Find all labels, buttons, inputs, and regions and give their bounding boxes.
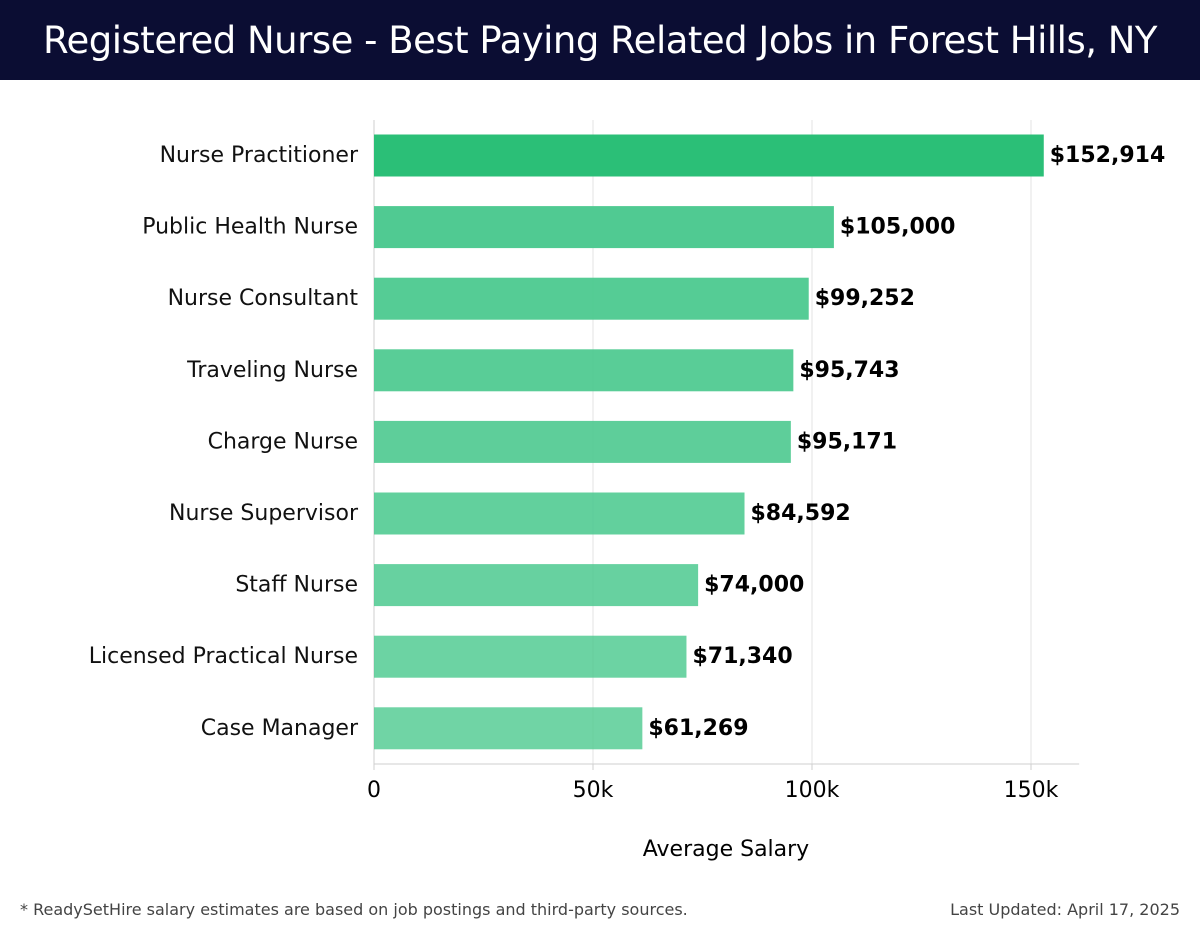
bar-case-manager [374,707,643,750]
category-label-licensed-practical-nurse: Licensed Practical Nurse [89,644,358,669]
category-label-public-health-nurse: Public Health Nurse [142,215,358,240]
bar-traveling-nurse [374,349,794,392]
bar-chart: Nurse Practitioner $152,914 Public Health … [89,120,1166,862]
chart-header: Registered Nurse - Best Paying Related J… [0,0,1200,80]
bar-staff-nurse [374,564,699,607]
value-label-nurse-consultant: $99,252 [815,286,915,311]
x-tick-label-50k: 50k [573,778,614,803]
x-tick-label-100k: 100k [785,778,840,803]
value-label-case-manager: $61,269 [648,716,748,741]
value-label-public-health-nurse: $105,000 [840,215,956,240]
bar-nurse-consultant [374,277,809,320]
x-tick-label-0: 0 [367,778,381,803]
category-label-nurse-practitioner: Nurse Practitioner [160,143,359,168]
footnote: * ReadySetHire salary estimates are base… [20,900,688,919]
bar-licensed-practical-nurse [374,635,687,678]
value-label-nurse-practitioner: $152,914 [1050,143,1166,168]
category-label-staff-nurse: Staff Nurse [235,573,358,598]
category-label-charge-nurse: Charge Nurse [208,429,358,454]
category-label-traveling-nurse: Traveling Nurse [186,358,358,383]
value-label-nurse-supervisor: $84,592 [751,501,851,526]
value-label-licensed-practical-nurse: $71,340 [692,644,792,669]
bar-charge-nurse [374,420,791,463]
chart-title: Registered Nurse - Best Paying Related J… [42,18,1158,62]
value-label-traveling-nurse: $95,743 [799,358,899,383]
category-label-nurse-consultant: Nurse Consultant [168,286,359,311]
bar-nurse-practitioner [374,134,1044,177]
x-axis-title: Average Salary [643,837,809,862]
x-tick-label-150k: 150k [1004,778,1059,803]
bar-nurse-supervisor [374,492,745,535]
category-label-nurse-supervisor: Nurse Supervisor [169,501,359,526]
last-updated: Last Updated: April 17, 2025 [950,900,1180,919]
value-label-staff-nurse: $74,000 [704,573,804,598]
value-label-charge-nurse: $95,171 [797,429,897,454]
bar-public-health-nurse [374,206,834,249]
category-label-case-manager: Case Manager [201,716,359,741]
